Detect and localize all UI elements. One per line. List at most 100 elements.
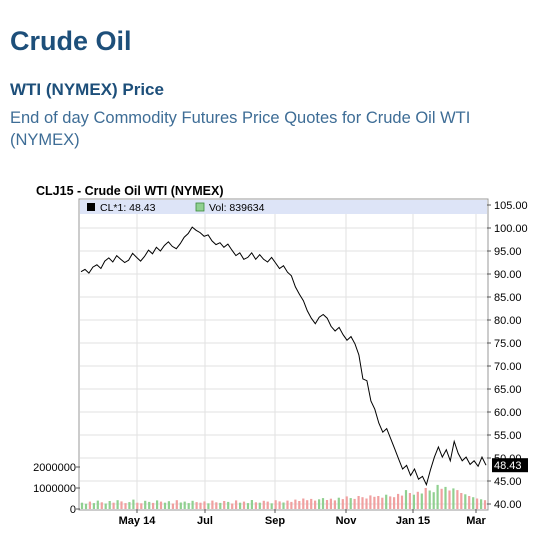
volume-bar <box>104 503 107 509</box>
volume-tick-label: 1000000 <box>33 483 76 495</box>
volume-bar <box>163 502 167 509</box>
volume-tick-label: 0 <box>70 504 76 516</box>
volume-bar <box>298 501 301 509</box>
volume-bar <box>377 496 380 509</box>
volume-bar <box>337 497 340 509</box>
last-value-badge <box>492 458 528 473</box>
volume-bar <box>112 502 115 509</box>
volume-bar <box>231 503 234 509</box>
volume-bar <box>428 490 431 509</box>
volume-bar <box>424 488 427 509</box>
volume-bar <box>321 498 325 509</box>
volume-bar <box>361 497 364 509</box>
volume-legend-swatch <box>195 202 205 212</box>
volume-bar <box>464 494 467 509</box>
volume-bar <box>345 496 348 509</box>
volume-bar <box>440 488 443 509</box>
volume-bar <box>476 498 479 509</box>
volume-bar <box>448 490 451 509</box>
x-tick-label: Sep <box>265 515 285 527</box>
y-tick-label: 75.00 <box>494 338 522 350</box>
volume-bar <box>246 503 250 509</box>
volume-bar <box>270 503 273 509</box>
x-axis-ticks: May 14 Jul Sep Nov Jan 15 Mar <box>119 509 486 527</box>
volume-bars <box>80 484 487 510</box>
volume-bar <box>108 501 111 509</box>
volume-bar <box>148 501 151 509</box>
volume-bar <box>144 500 147 509</box>
y-tick-label: 95.00 <box>494 246 522 258</box>
volume-bar <box>393 497 396 509</box>
volume-bar <box>187 503 190 509</box>
volume-bar <box>329 498 332 509</box>
volume-bar <box>310 498 313 509</box>
page-subtitle: WTI (NYMEX) Price <box>10 80 164 99</box>
volume-bar <box>436 484 439 509</box>
volume-bar <box>278 501 281 509</box>
volume-bar <box>84 503 88 510</box>
volume-bar <box>195 502 198 509</box>
y-tick-label: 55.00 <box>494 430 522 442</box>
volume-bar <box>171 503 174 509</box>
volume-bar <box>96 500 99 509</box>
volume-bar <box>235 500 238 509</box>
volume-bar <box>211 500 214 509</box>
y-tick-label: 105.00 <box>494 200 528 212</box>
volume-bar <box>100 502 103 509</box>
page-description: End of day Commodity Futures Price Quote… <box>10 109 471 149</box>
price-line <box>80 226 487 487</box>
volume-bar <box>250 500 253 509</box>
volume-bar <box>120 501 123 509</box>
y-tick-label: 80.00 <box>494 315 522 327</box>
volume-bar <box>274 500 277 509</box>
volume-bar <box>175 500 178 509</box>
volume-bar <box>412 494 415 509</box>
volume-bar <box>156 500 159 509</box>
volume-bar <box>92 503 95 509</box>
volume-bar <box>88 501 91 509</box>
volume-bar <box>215 502 218 509</box>
volume-bar <box>349 498 352 509</box>
price-legend-label: CL*1: 48.43 <box>100 202 156 214</box>
volume-bar <box>179 502 182 509</box>
price-chart: CLJ15 - Crude Oil WTI (NYMEX) CL*1: 48.4… <box>33 184 528 527</box>
volume-bar <box>167 501 170 509</box>
volume-bar <box>318 499 321 509</box>
volume-bar <box>159 501 163 509</box>
volume-bar <box>480 499 483 509</box>
volume-bar <box>290 501 293 509</box>
volume-bar <box>128 502 131 509</box>
volume-bar <box>389 496 392 509</box>
volume-legend-label: Vol: 839634 <box>209 202 265 214</box>
y-tick-label: 70.00 <box>494 361 522 373</box>
y-tick-label: 40.00 <box>494 499 522 511</box>
volume-bar <box>294 499 297 509</box>
volume-bar <box>199 502 202 509</box>
volume-bar <box>365 498 368 509</box>
volume-bar <box>242 501 246 509</box>
volume-bar <box>207 503 210 509</box>
volume-bar <box>381 497 384 509</box>
volume-bar <box>397 493 400 509</box>
volume-bar <box>223 501 226 509</box>
legend-bar <box>80 200 487 214</box>
volume-axis-ticks: 2000000 1000000 0 <box>33 462 80 516</box>
volume-bar <box>373 496 376 509</box>
x-tick-label: Jul <box>197 515 213 527</box>
volume-bar <box>191 500 194 509</box>
volume-bar <box>227 501 230 509</box>
chart-title: CLJ15 - Crude Oil WTI (NYMEX) <box>36 184 224 198</box>
y-tick-label: 60.00 <box>494 407 522 419</box>
volume-bar <box>116 500 119 509</box>
volume-bar <box>408 493 411 509</box>
volume-bar <box>140 503 143 509</box>
y-tick-label: 45.00 <box>494 476 522 488</box>
volume-bar <box>325 500 329 509</box>
volume-tick-label: 2000000 <box>33 462 76 474</box>
y-tick-label: 90.00 <box>494 269 522 281</box>
volume-bar <box>369 495 372 509</box>
y-tick-label: 100.00 <box>494 223 528 235</box>
volume-bar <box>258 502 261 509</box>
volume-bar <box>357 496 360 509</box>
volume-bar <box>136 502 139 509</box>
